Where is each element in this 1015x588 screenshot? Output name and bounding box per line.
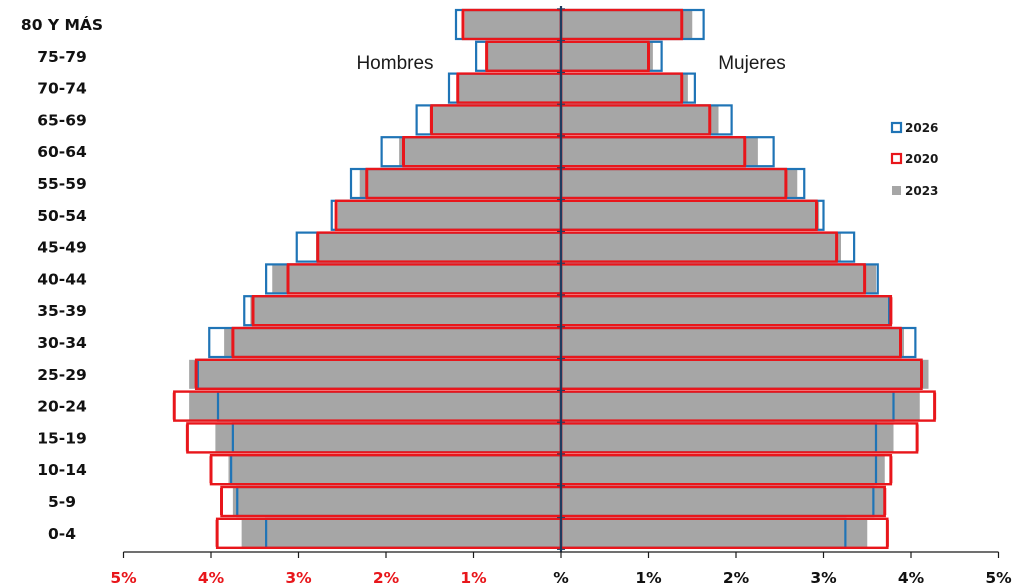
- bar-2023-mujeres-45-49: [561, 232, 841, 262]
- bar-2023-mujeres-30-34: [561, 328, 904, 357]
- x-tick-label: 1%: [635, 569, 662, 587]
- x-tick-label: 4%: [198, 569, 225, 587]
- age-label: 40-44: [37, 270, 87, 288]
- legend: 2026 2020 2023: [890, 121, 938, 198]
- bar-2023-mujeres-25-29: [561, 359, 929, 389]
- bar-2023-hombres-40-44: [272, 264, 561, 294]
- bar-2023-mujeres-40-44: [561, 264, 876, 294]
- legend-label-2023: 2023: [905, 184, 938, 198]
- legend-swatch-2026: [890, 121, 903, 134]
- age-label: 75-79: [37, 48, 87, 66]
- age-group-labels: 80 Y MÁS 75-79 70-74 65-69 60-64 55-59 50-54 45…: [21, 15, 103, 543]
- age-label: 0-4: [48, 525, 76, 543]
- bar-2023-hombres-5-9: [232, 487, 561, 516]
- series-2023-bars: [189, 10, 929, 548]
- bar-2023-mujeres-0-4: [561, 518, 868, 548]
- bar-2023-hombres-50-54: [337, 200, 561, 230]
- bar-2023-hombres-30-34: [224, 328, 561, 357]
- age-label: 55-59: [37, 175, 87, 193]
- age-label: 25-29: [37, 366, 87, 384]
- x-tick-label: %: [553, 569, 569, 587]
- x-tick-label: 5%: [985, 569, 1012, 587]
- hombres-label: Hombres: [356, 53, 433, 74]
- legend-label-2020: 2020: [905, 152, 938, 166]
- x-tick-label: 3%: [285, 569, 312, 587]
- legend-swatch-2023: [892, 186, 901, 195]
- x-tick-label: 2%: [723, 569, 750, 587]
- bar-2023-mujeres-65-69: [561, 105, 719, 135]
- bar-2023-hombres-65-69: [429, 105, 561, 135]
- bar-2023-hombres-0-4: [241, 518, 561, 548]
- age-label: 65-69: [37, 111, 87, 129]
- bar-2023-mujeres-35-39: [561, 296, 890, 326]
- age-label: 70-74: [37, 80, 87, 98]
- axes: [122, 6, 1000, 558]
- x-axis-tick-labels: 5% 4% 3% 2% 1%% 1% 2% 3% 4% 5%: [110, 569, 1012, 587]
- age-label: 50-54: [37, 207, 87, 225]
- bar-2023-mujeres-80-y-m-s: [561, 10, 693, 39]
- bar-2023-mujeres-60-64: [561, 137, 758, 167]
- age-label: 35-39: [37, 302, 87, 320]
- bar-2023-hombres-15-19: [215, 423, 561, 453]
- bar-2023-hombres-10-14: [228, 455, 561, 485]
- bar-2023-hombres-80-y-m-s: [464, 10, 561, 39]
- age-label: 80 Y MÁS: [21, 15, 103, 34]
- age-label: 30-34: [37, 334, 87, 352]
- bar-2023-mujeres-50-54: [561, 200, 820, 230]
- bar-2023-mujeres-15-19: [561, 423, 894, 453]
- bar-2023-mujeres-5-9: [561, 487, 885, 516]
- bar-2023-mujeres-70-74: [561, 73, 688, 103]
- mujeres-label: Mujeres: [718, 53, 786, 74]
- x-tick-label: 5%: [110, 569, 137, 587]
- age-label: 20-24: [37, 398, 87, 416]
- legend-swatch-2020: [890, 152, 903, 165]
- bar-2023-hombres-35-39: [250, 296, 561, 326]
- age-label: 45-49: [37, 239, 87, 257]
- bar-2023-mujeres-55-59: [561, 169, 798, 198]
- legend-label-2026: 2026: [905, 121, 938, 135]
- age-label: 60-64: [37, 143, 87, 161]
- bar-2023-hombres-20-24: [189, 391, 561, 421]
- age-label: 15-19: [37, 429, 87, 447]
- bar-2023-mujeres-10-14: [561, 455, 885, 485]
- bar-2023-hombres-60-64: [399, 137, 561, 167]
- bar-2023-hombres-75-79: [486, 41, 561, 71]
- bar-2023-hombres-55-59: [359, 169, 561, 198]
- age-label: 10-14: [37, 461, 87, 479]
- x-tick-label: 3%: [810, 569, 837, 587]
- bar-2023-mujeres-20-24: [561, 391, 920, 421]
- bar-2023-hombres-70-74: [457, 73, 561, 103]
- bar-2023-hombres-25-29: [189, 359, 561, 389]
- x-tick-label: 1%: [460, 569, 487, 587]
- x-tick-label: 2%: [373, 569, 400, 587]
- age-label: 5-9: [48, 493, 76, 511]
- bar-2023-hombres-45-49: [316, 232, 561, 262]
- x-tick-label: 4%: [898, 569, 925, 587]
- bar-2023-mujeres-75-79: [561, 41, 653, 71]
